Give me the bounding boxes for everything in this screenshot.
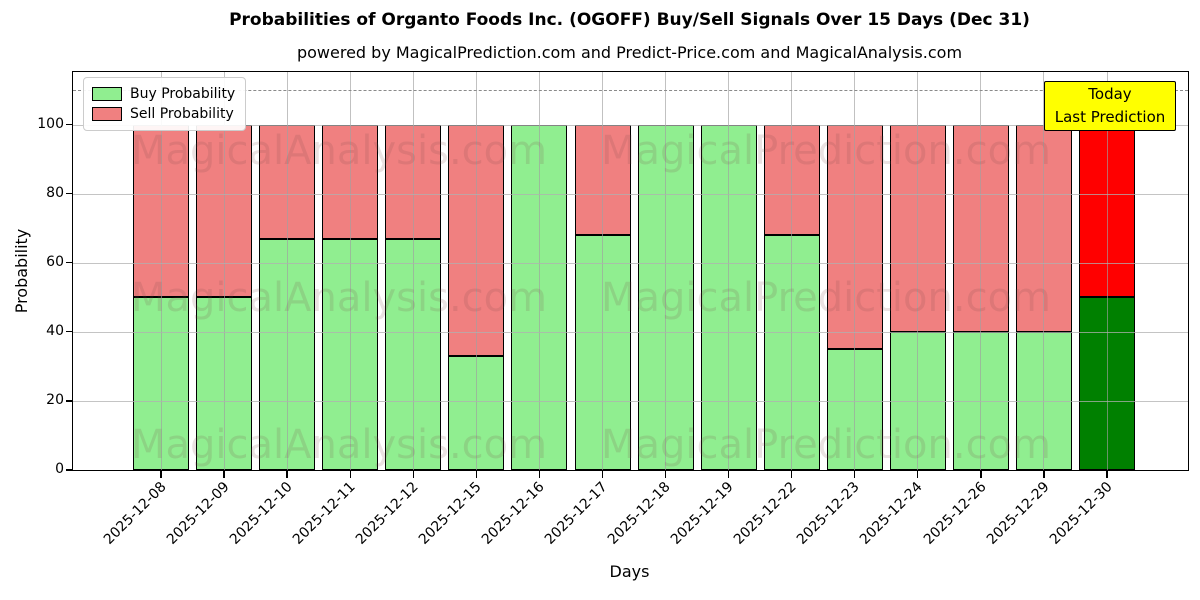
watermark-text: MagicalAnalysis.com (131, 422, 548, 468)
x-tick-label: 2025-12-29 (983, 479, 1053, 548)
x-tick-label: 2025-12-22 (731, 479, 801, 548)
x-tick-label: 2025-12-30 (1046, 479, 1116, 548)
x-tick-mark (223, 470, 225, 478)
x-tick-mark (349, 470, 351, 478)
today-annotation-line2: Last Prediction (1054, 108, 1166, 126)
x-tick-label: 2025-12-10 (226, 479, 296, 548)
watermark-text: MagicalAnalysis.com (131, 128, 548, 174)
gridline-vertical (728, 72, 730, 470)
gridline-vertical (223, 72, 225, 470)
gridline-vertical (1106, 72, 1108, 470)
legend-label-sell: Sell Probability (130, 106, 234, 122)
today-annotation-line1: Today (1088, 85, 1132, 103)
x-tick-label: 2025-12-19 (668, 479, 737, 548)
x-tick-mark (980, 470, 982, 478)
y-tick-mark (66, 192, 73, 195)
gridline-vertical (601, 72, 603, 470)
y-tick-label: 100 (37, 115, 64, 132)
gridline-horizontal (73, 193, 1188, 195)
sell-swatch-icon (92, 107, 122, 121)
gridline-vertical (1043, 72, 1045, 470)
x-tick-mark (538, 470, 541, 478)
legend-item-buy: Buy Probability (92, 84, 235, 104)
gridline-horizontal (73, 124, 1188, 126)
x-tick-mark (475, 470, 478, 478)
x-tick-mark (1043, 470, 1045, 478)
watermark-text: MagicalPrediction.com (601, 275, 1051, 321)
y-tick-label: 80 (46, 184, 64, 201)
x-tick-mark (791, 470, 793, 478)
y-tick-label: 40 (46, 322, 64, 339)
today-annotation: Today Last Prediction (1044, 81, 1176, 131)
y-tick-mark (66, 400, 73, 402)
gridline-vertical (791, 72, 793, 470)
y-tick-mark (66, 262, 73, 264)
gridline-vertical (286, 72, 288, 470)
watermark-text: MagicalPrediction.com (601, 128, 1051, 174)
x-tick-mark (286, 470, 288, 478)
y-tick-label: 20 (46, 391, 64, 408)
gridline-vertical (538, 72, 540, 470)
chart-subtitle: powered by MagicalPrediction.com and Pre… (296, 43, 963, 62)
gridline-horizontal (73, 400, 1188, 402)
gridline-vertical (854, 72, 856, 470)
y-tick-label: 0 (55, 461, 64, 477)
x-tick-mark (601, 470, 604, 478)
x-tick-label: 2025-12-26 (920, 479, 990, 548)
y-tick-mark (66, 331, 73, 333)
x-tick-label: 2025-12-17 (541, 479, 611, 548)
y-tick-mark (66, 469, 73, 471)
chart-title: Probabilities of Organto Foods Inc. (OGO… (229, 10, 1030, 30)
y-tick-mark (66, 123, 73, 126)
x-tick-mark (160, 470, 162, 478)
gridline-vertical (160, 72, 162, 470)
gridline-vertical (980, 72, 982, 470)
x-tick-mark (854, 470, 856, 478)
x-tick-mark (727, 470, 730, 478)
gridline-vertical (475, 72, 477, 470)
gridline-horizontal (73, 262, 1188, 264)
gridline-vertical (412, 72, 414, 470)
gridline-vertical (349, 72, 351, 470)
x-tick-mark (1106, 470, 1108, 478)
x-tick-label: 2025-12-12 (352, 479, 422, 548)
x-tick-label: 2025-12-09 (163, 479, 233, 548)
x-tick-label: 2025-12-16 (478, 479, 548, 548)
legend-label-buy: Buy Probability (130, 86, 236, 102)
watermark-text: MagicalPrediction.com (601, 422, 1051, 468)
plot-area: 0 20 40 60 80 100 2025-12-08 2025-12-09 2025-12-… (37, 71, 1189, 548)
x-tick-mark (664, 470, 667, 478)
x-tick-label: 2025-12-23 (794, 479, 864, 548)
gridline-vertical (917, 72, 919, 470)
x-tick-label: 2025-12-15 (415, 479, 485, 548)
gridline-horizontal (73, 331, 1188, 333)
x-axis-label: Days (609, 562, 650, 581)
x-tick-mark (412, 470, 414, 478)
x-tick-mark (917, 470, 919, 478)
x-tick-label: 2025-12-24 (857, 479, 927, 548)
y-axis-label: Probability (12, 228, 31, 314)
x-tick-label: 2025-12-18 (605, 479, 674, 548)
y-tick-label: 60 (46, 253, 64, 270)
x-tick-label: 2025-12-08 (100, 479, 170, 548)
buy-swatch-icon (92, 87, 122, 101)
dashed-threshold-line (73, 90, 1188, 91)
legend-item-sell: Sell Probability (92, 104, 235, 124)
x-tick-label: 2025-12-11 (289, 479, 359, 548)
legend: Buy Probability Sell Probability (83, 77, 247, 131)
gridline-vertical (665, 72, 667, 470)
watermark-text: MagicalAnalysis.com (131, 275, 548, 321)
